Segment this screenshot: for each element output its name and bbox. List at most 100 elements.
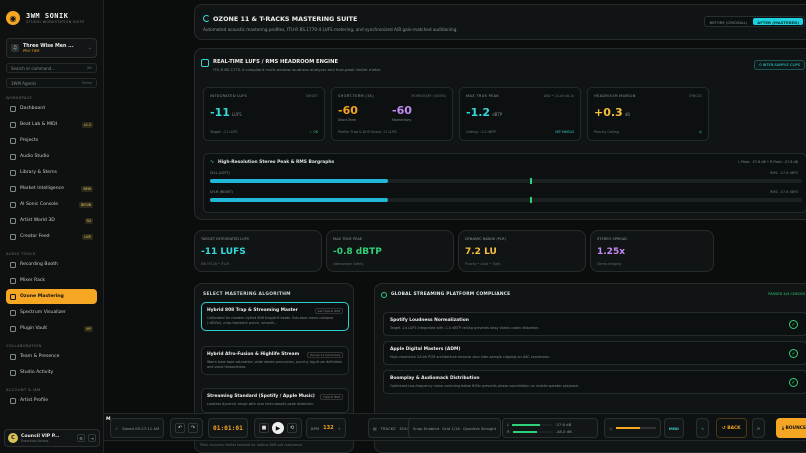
algorithm-option[interactable]: Hybrid Afro-Fusion & Highlife Stream Ozo… xyxy=(201,346,349,376)
project-switcher[interactable]: ♫ Three Wise Men ... PRO TIER ⌄ xyxy=(6,38,97,58)
summary-label: STEREO SPREAD xyxy=(597,237,627,241)
sidebar-item-ai-sonic-console[interactable]: AI Sonic Console BEGIN xyxy=(6,197,97,212)
sidebar-item-studio-activity[interactable]: Studio Activity xyxy=(6,365,97,380)
settings-icon[interactable]: ⚙ xyxy=(77,434,85,442)
check-icon: ✓ xyxy=(789,378,798,387)
summary-label: DYNAMIC RANGE (PLR) xyxy=(465,237,506,241)
algorithm-tag: Set Hybrid 808 xyxy=(314,308,343,314)
grid-select[interactable]: Grid 1/16 xyxy=(442,425,460,431)
sidebar-item-creator-feed[interactable]: Creator Feed LIVE xyxy=(6,229,97,244)
project-icon: ♫ xyxy=(11,44,19,52)
sync-icon[interactable]: ◎ xyxy=(699,130,702,134)
page-title: OZONE 11 & T-RACKS MASTERING SUITE xyxy=(213,15,358,23)
metric-foot: Punchy Ceiling xyxy=(594,130,619,134)
workspace-nav: Dashboard Beat Lab & MIDI v1.2 Projects Audi… xyxy=(6,101,97,244)
search-shortcut: ⌘K xyxy=(86,66,92,70)
metric-number: +0.3 xyxy=(594,106,623,119)
bpm-control[interactable]: BPM 132 + xyxy=(306,418,346,438)
algorithm-desc: Calibrated for modern hybrid 808 trap/dr… xyxy=(207,316,334,325)
sidebar-item-audio-studio[interactable]: Audio Studio xyxy=(6,149,97,164)
left-channel-rms: RMS: -57.6 dBFS xyxy=(769,171,798,175)
section-audio-tools: AUDIO TOOLS xyxy=(6,252,36,256)
sidebar-item-spectrum-visualizer[interactable]: Spectrum Visualizer xyxy=(6,305,97,320)
sidebar-item-dashboard[interactable]: Dashboard xyxy=(6,101,97,116)
save-icon: ✓ xyxy=(115,425,119,431)
refresh-icon: ⟳ xyxy=(757,425,761,431)
left-channel-label: CH-L (LEFT) xyxy=(210,171,230,175)
algorithm-option[interactable]: Streaming Standard (Spotify / Apple Musi… xyxy=(201,388,349,413)
sidebar-item-recording-booth[interactable]: Recording Booth xyxy=(6,257,97,272)
right-channel-label: CH-R (RIGHT) xyxy=(210,190,233,194)
sidebar-item-artist-world-3d[interactable]: Artist World 3D 3D xyxy=(6,213,97,228)
before-toggle[interactable]: BEFORE (ORIGINAL) xyxy=(709,20,748,25)
volume-slider[interactable]: ◁ xyxy=(604,418,661,438)
stop-icon[interactable]: ■ xyxy=(259,423,269,433)
left-channel-meter xyxy=(210,178,802,184)
logout-icon[interactable]: ⇥ xyxy=(88,434,96,442)
sidebar-item-mixer-rack[interactable]: Mixer Rack xyxy=(6,273,97,288)
sidebar-item-ozone-mastering[interactable]: Ozone Mastering xyxy=(6,289,97,304)
mixer-chip[interactable]: M xyxy=(106,417,111,422)
summary-foot: EBU R128 • ITU-R xyxy=(201,262,230,266)
sidebar-item-beat-lab-midi[interactable]: Beat Lab & MIDI v1.2 xyxy=(6,117,97,132)
metric-status: ISP SHIELD xyxy=(555,130,574,134)
snap-toggle[interactable]: Snap Enabled xyxy=(413,425,440,431)
undo-icon[interactable]: ↶ xyxy=(175,423,185,433)
section-collaboration: COLLABORATION xyxy=(6,344,42,348)
left-level: L -57.6 dB xyxy=(507,422,571,427)
artist-profile-icon xyxy=(10,397,16,404)
metric-number: -11 xyxy=(210,106,230,119)
metric-unit: LUFS xyxy=(231,112,242,117)
algorithm-name: Streaming Standard (Spotify / Apple Musi… xyxy=(207,394,315,399)
summary-foot: Stereo Imaging xyxy=(597,262,622,266)
bounce-icon: ⤓ xyxy=(781,426,786,431)
speaker-icon: ◁ xyxy=(609,425,612,431)
loop-icon[interactable]: ⟲ xyxy=(287,423,297,433)
audio-studio-icon xyxy=(10,153,16,160)
redo-icon[interactable]: ↷ xyxy=(188,423,198,433)
engine-title: REAL-TIME LUFS / RMS HEADROOM ENGINE xyxy=(213,59,338,65)
sidebar-item-projects[interactable]: Projects xyxy=(6,133,97,148)
sidebar-item-library-stems[interactable]: Library & Stems xyxy=(6,165,97,180)
quantize-select[interactable]: Quantize Straight xyxy=(462,425,497,431)
user-card[interactable]: C Council VIP P... Executive Access ⚙ ⇥ xyxy=(4,429,100,447)
search-placeholder: Search or command... xyxy=(11,65,56,71)
refresh-button[interactable]: ⟳ xyxy=(752,418,766,438)
section-account: ACCOUNT & IAM xyxy=(6,388,41,392)
algorithm-option[interactable]: Hybrid 808 Trap & Streaming Master Set H… xyxy=(201,302,349,332)
summary-foot: Intersample Safety xyxy=(333,262,364,266)
artist-world-3d-icon xyxy=(10,217,16,224)
spinner-icon xyxy=(203,15,210,22)
timecode: 01:01:01 xyxy=(213,424,243,432)
sidebar-item-label: Studio Activity xyxy=(20,370,54,375)
saved-time: Saved 09:27:11 AM xyxy=(122,425,160,431)
sidebar-item-plugin-vault[interactable]: Plugin Vault VIP xyxy=(6,321,97,336)
midi-button[interactable]: MIDI xyxy=(664,418,684,438)
automation-button[interactable]: ∿ xyxy=(696,418,710,438)
spectrum-visualizer-icon xyxy=(10,309,16,316)
bounce-button[interactable]: ⤓ BOUNCE xyxy=(775,418,806,438)
back-button[interactable]: ↺ BACK xyxy=(716,418,747,438)
chevron-down-icon: ⌄ xyxy=(87,45,92,51)
compliance-desc: Optimized low-frequency mono summing bel… xyxy=(390,384,580,388)
summary-value: -11 LUFS xyxy=(201,247,246,257)
grid-options: Snap Enabled Grid 1/16 Quantize Straight xyxy=(408,418,502,438)
command-search[interactable]: Search or command... ⌘K xyxy=(6,63,97,73)
summary-value: -0.8 dBTP xyxy=(333,247,382,257)
tracks-icon: ▤ xyxy=(373,425,377,431)
sidebar-item-team-presence[interactable]: Team & Presence xyxy=(6,349,97,364)
brand-logo-icon: ◉ xyxy=(6,11,20,25)
right-channel-rms: RMS: -57.6 dBFS xyxy=(769,190,798,194)
sidebar-badge: LIVE xyxy=(82,233,93,240)
metric-foot: Ceiling: -1.0 dBTP xyxy=(466,130,497,134)
play-icon[interactable]: ▶ xyxy=(272,422,284,434)
agents-button[interactable]: 3WM Agents Online xyxy=(6,78,97,88)
after-toggle[interactable]: AFTER (MASTERED) xyxy=(753,18,803,25)
left-level-bar xyxy=(512,423,553,426)
metric-value: -11 LUFS xyxy=(210,106,242,119)
right-level: R -48.0 dB xyxy=(507,429,572,434)
sidebar-item-market-intelligence[interactable]: Market Intelligence NEW xyxy=(6,181,97,196)
sidebar-item-label: Team & Presence xyxy=(20,354,60,359)
check-circle-icon xyxy=(381,292,387,298)
sidebar-item-artist-profile[interactable]: Artist Profile xyxy=(6,393,97,408)
